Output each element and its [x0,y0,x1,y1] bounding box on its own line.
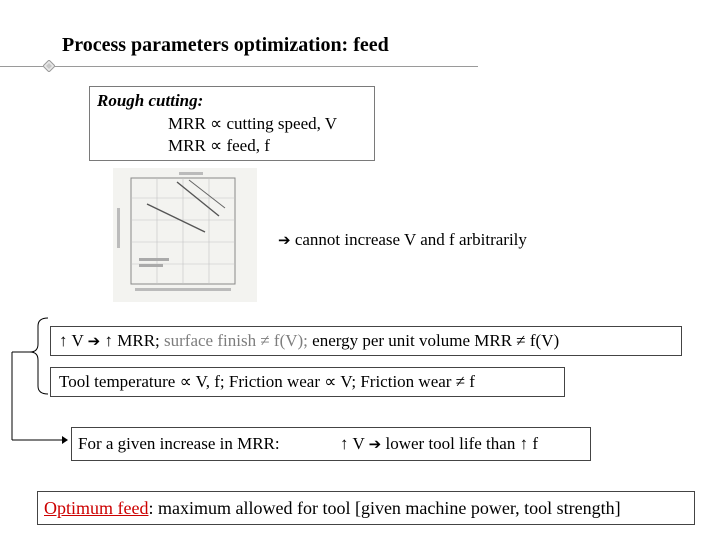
conclusion-note: ➔ cannot increase V and f arbitrarily [278,230,527,250]
tool-life-chart-image [113,168,257,302]
speed-effect-box: ↑ V ➔ ↑ MRR; surface finish ≠ f(V); ener… [50,326,682,356]
surface-finish-note: surface finish ≠ f(V); [164,331,308,350]
rough-cutting-box: Rough cutting: MRR ∝ cutting speed, V MR… [89,86,375,161]
mrr-increase-box: For a given increase in MRR: ↑ V ➔ lower… [71,427,591,461]
right-arrow-icon: ➔ [368,435,382,453]
optimum-feed-box: Optimum feed: maximum allowed for tool [… [37,491,695,525]
tool-temperature-box: Tool temperature ∝ V, f; Friction wear ∝… [50,367,565,397]
title-divider [0,66,478,67]
right-arrow-icon: ➔ [87,332,101,350]
tool-life-comparison: ↑ V ➔ lower tool life than ↑ f [340,428,538,460]
tool-life-text: lower tool life than ↑ f [381,434,539,453]
conclusion-text: cannot increase V and f arbitrarily [294,230,527,249]
speed-up-label: ↑ V [340,434,369,453]
slide-title: Process parameters optimization: feed [62,34,389,56]
mrr-speed-relation: MRR ∝ cutting speed, V [168,114,338,133]
diamond-bullet-icon [43,60,55,72]
mrr-increase-label: For a given increase in MRR: [78,434,280,453]
speed-up-label: ↑ V [59,331,88,350]
mrr-feed-relation: MRR ∝ feed, f [168,136,270,155]
energy-note: energy per unit volume MRR ≠ f(V) [307,331,560,350]
connector-bracket-icon [11,317,68,444]
optimum-feed-text: : maximum allowed for tool [given machin… [148,498,621,518]
right-arrow-icon: ➔ [278,231,291,249]
rough-cutting-heading: Rough cutting: [97,91,204,110]
optimum-feed-label: Optimum feed [44,498,149,518]
mrr-up-label: ↑ MRR; [100,331,165,350]
